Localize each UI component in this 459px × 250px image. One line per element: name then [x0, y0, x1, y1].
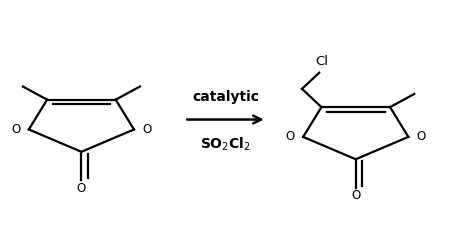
- Text: O: O: [142, 122, 151, 135]
- Text: Cl: Cl: [314, 54, 327, 67]
- Text: O: O: [11, 122, 21, 135]
- Text: O: O: [350, 188, 359, 202]
- Text: SO$_2$Cl$_2$: SO$_2$Cl$_2$: [200, 135, 250, 152]
- Text: catalytic: catalytic: [191, 90, 258, 104]
- Text: O: O: [415, 130, 425, 142]
- Text: O: O: [77, 181, 86, 194]
- Text: O: O: [285, 130, 294, 142]
